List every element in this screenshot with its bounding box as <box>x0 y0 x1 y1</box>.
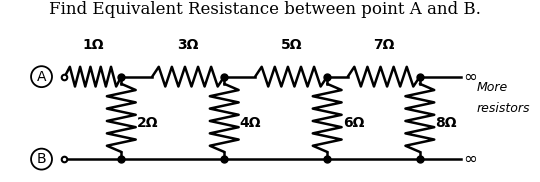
Text: 3Ω: 3Ω <box>178 37 199 52</box>
Text: 1Ω: 1Ω <box>82 37 104 52</box>
Text: 2Ω: 2Ω <box>137 116 158 130</box>
Text: Find Equivalent Resistance between point A and B.: Find Equivalent Resistance between point… <box>50 1 481 18</box>
Text: B: B <box>37 152 46 166</box>
Text: 7Ω: 7Ω <box>373 37 395 52</box>
Text: 8Ω: 8Ω <box>435 116 457 130</box>
Text: 6Ω: 6Ω <box>343 116 364 130</box>
Text: 5Ω: 5Ω <box>280 37 302 52</box>
Text: More: More <box>476 81 508 94</box>
Text: resistors: resistors <box>476 102 530 115</box>
Text: 4Ω: 4Ω <box>240 116 261 130</box>
Text: A: A <box>37 70 46 84</box>
Text: ∞: ∞ <box>463 68 477 86</box>
Text: ∞: ∞ <box>463 150 477 168</box>
